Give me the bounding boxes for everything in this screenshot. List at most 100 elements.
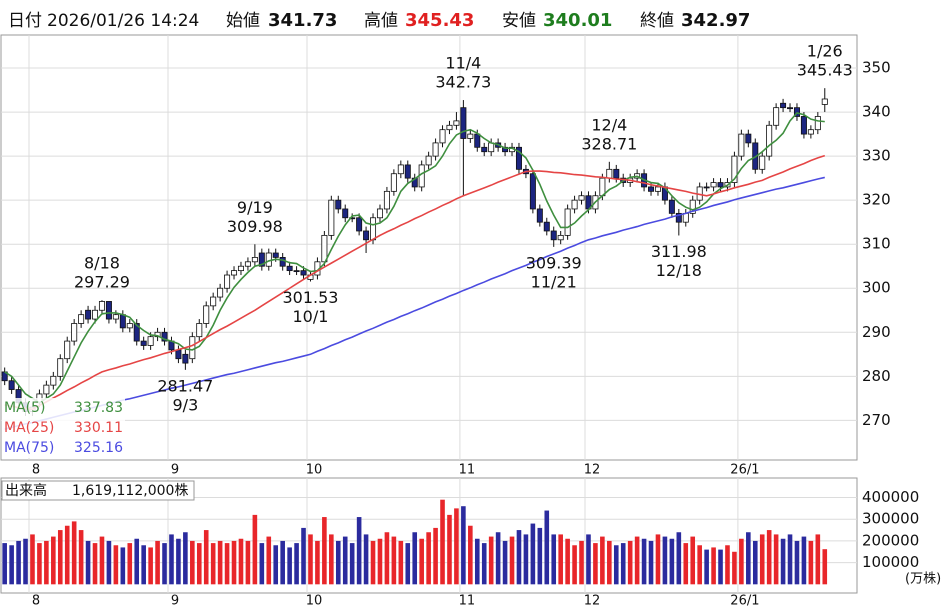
annotation-date: 11/4	[445, 54, 481, 73]
volume-bar	[509, 536, 515, 585]
annotation-date: 10/1	[293, 307, 329, 326]
volume-bar	[203, 530, 209, 585]
candle-body	[766, 124, 773, 157]
candle-body	[557, 234, 564, 241]
y-tick-label: 330	[862, 147, 891, 165]
volume-bar	[259, 543, 265, 585]
volume-bar	[2, 543, 7, 585]
candle-body	[703, 186, 710, 189]
volume-bar	[37, 543, 42, 585]
volume-bar	[162, 543, 167, 585]
ma-line	[4, 112, 825, 404]
candle-body	[217, 287, 224, 298]
x-tick-label: 10	[306, 463, 323, 478]
y-tick-label: 300000	[862, 510, 919, 528]
candle-body	[807, 129, 814, 135]
candle-body	[356, 217, 363, 232]
volume-bar	[558, 534, 563, 585]
header: 日付 2026/01/26 14:24 始値 341.73 高値 345.43 …	[8, 10, 750, 31]
candle-body	[265, 252, 272, 267]
volume-bar	[780, 538, 786, 585]
annotation-value: 328.71	[581, 134, 637, 153]
high-label: 高値	[364, 11, 398, 31]
volume-bar	[739, 538, 744, 585]
volume-bar	[641, 538, 647, 585]
candle-body	[342, 208, 349, 219]
candle-body	[272, 252, 279, 258]
candle-body	[397, 164, 404, 175]
candle-body	[189, 336, 196, 360]
volume-bar	[620, 543, 626, 585]
volume-title-box	[1, 480, 195, 501]
volume-bar	[454, 508, 459, 585]
volume-bar	[363, 534, 369, 585]
candle-body	[300, 270, 307, 276]
volume-bar	[356, 517, 362, 585]
candle-body	[800, 116, 807, 135]
candle-body	[759, 155, 766, 170]
volume-bar	[669, 538, 675, 585]
volume-bar	[398, 540, 404, 585]
x-tick-label: 12	[584, 594, 601, 609]
volume-bar	[676, 532, 682, 585]
annotation-date: 11/21	[531, 272, 577, 291]
candle-body	[147, 336, 154, 346]
volume-bar	[815, 534, 821, 585]
candle-body	[543, 221, 550, 232]
volume-bar	[196, 543, 202, 585]
candle-body	[161, 331, 168, 342]
x-tick-label: 8	[32, 594, 40, 609]
volume-bar	[794, 540, 800, 585]
x-tick-label: 26/1	[730, 594, 759, 609]
ma-line	[4, 154, 826, 411]
x-tick-label: 26/1	[730, 463, 759, 478]
candle-body	[85, 309, 92, 320]
volume-bar	[488, 536, 494, 585]
candle-body	[112, 314, 119, 320]
candle-body	[467, 133, 474, 139]
candle-body	[203, 305, 210, 324]
volume-bar	[384, 532, 390, 585]
volume-bar	[51, 536, 56, 585]
candle-body	[237, 265, 244, 272]
volume-bar	[315, 540, 320, 585]
y-tick-label: 320	[862, 191, 891, 209]
candle-body	[446, 124, 453, 131]
volume-bar	[57, 530, 63, 585]
volume-bar	[266, 536, 272, 585]
legend-name: MA(25)	[4, 420, 54, 436]
candle-body	[738, 133, 745, 157]
annotation-value: 297.29	[74, 273, 130, 292]
candle-body	[439, 129, 446, 144]
candle-body	[529, 173, 536, 210]
volume-bar	[746, 532, 751, 585]
candle-body	[425, 155, 432, 166]
volume-bar	[329, 534, 334, 585]
volume-bar	[120, 547, 126, 585]
volume-bar	[648, 540, 654, 585]
volume-bar	[169, 534, 174, 585]
volume-bar	[481, 543, 487, 585]
volume-bar	[607, 540, 612, 585]
volume-bar	[787, 534, 793, 585]
candle-body	[64, 340, 71, 360]
volume-bar	[217, 540, 223, 585]
candle-body	[689, 199, 696, 214]
candle-body	[745, 133, 752, 144]
candle-body	[279, 257, 286, 267]
candles	[1, 88, 828, 416]
annotation-value: 309.98	[227, 217, 283, 236]
volume-bar	[801, 536, 807, 585]
candle-body	[78, 314, 85, 324]
candle-body	[550, 230, 557, 241]
volume-bar	[287, 547, 292, 585]
candle-body	[682, 212, 689, 223]
legend-value: 330.11	[74, 420, 123, 436]
annotation-date: 8/18	[84, 254, 120, 273]
candle-body	[780, 102, 787, 109]
volume-bar	[474, 538, 480, 585]
y-tick-label: 350	[862, 59, 891, 77]
legend-name: MA(5)	[4, 400, 46, 416]
candle-body	[175, 349, 182, 360]
candle-body	[182, 353, 189, 364]
